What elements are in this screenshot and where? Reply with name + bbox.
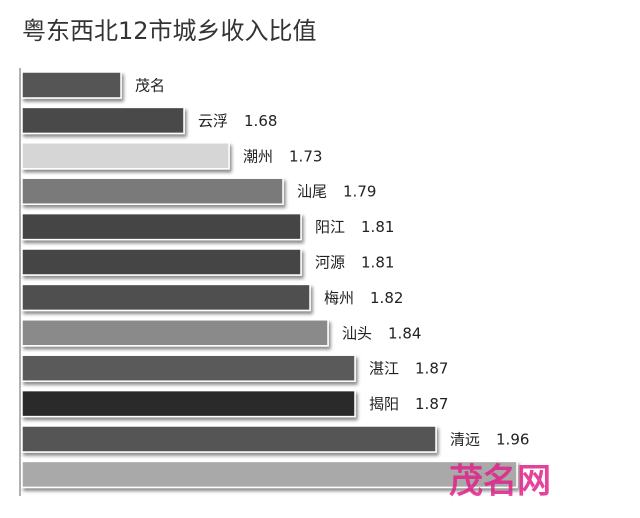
- watermark: 茂名网: [449, 462, 551, 502]
- bar: [21, 212, 302, 241]
- value-label: 1.79: [343, 183, 376, 201]
- category-label: 云浮: [198, 112, 228, 130]
- bar: [21, 71, 122, 99]
- value-label: 1.81: [361, 254, 394, 272]
- value-label: 1.84: [388, 324, 421, 342]
- category-label: 潮州: [243, 147, 273, 165]
- bar: [21, 354, 356, 382]
- category-label: 汕头: [342, 324, 372, 342]
- bar: [21, 106, 185, 135]
- bar: [21, 425, 437, 453]
- bar: [21, 283, 311, 312]
- bar: [21, 142, 230, 170]
- chart-title: 粤东西北12市城乡收入比值: [22, 17, 317, 45]
- category-label: 茂名: [135, 77, 165, 95]
- value-label: 1.82: [370, 289, 403, 307]
- category-label: 揭阳: [369, 395, 399, 413]
- value-label: 1.96: [496, 431, 529, 449]
- bar: [21, 460, 518, 489]
- value-label: 1.81: [361, 218, 394, 236]
- bar: [21, 177, 284, 205]
- category-label: 阳江: [315, 218, 345, 236]
- value-label: 1.68: [244, 112, 277, 130]
- category-label: 汕尾: [297, 183, 327, 201]
- category-label: 梅州: [324, 289, 354, 307]
- value-label: 1.73: [289, 147, 322, 165]
- category-label: 湛江: [369, 360, 399, 378]
- value-label: 1.87: [415, 360, 448, 378]
- bar: [21, 389, 356, 418]
- category-label: 清远: [450, 431, 480, 449]
- value-label: 1.87: [415, 395, 448, 413]
- bar: [21, 248, 302, 276]
- bar: [21, 319, 329, 347]
- category-label: 河源: [315, 254, 345, 272]
